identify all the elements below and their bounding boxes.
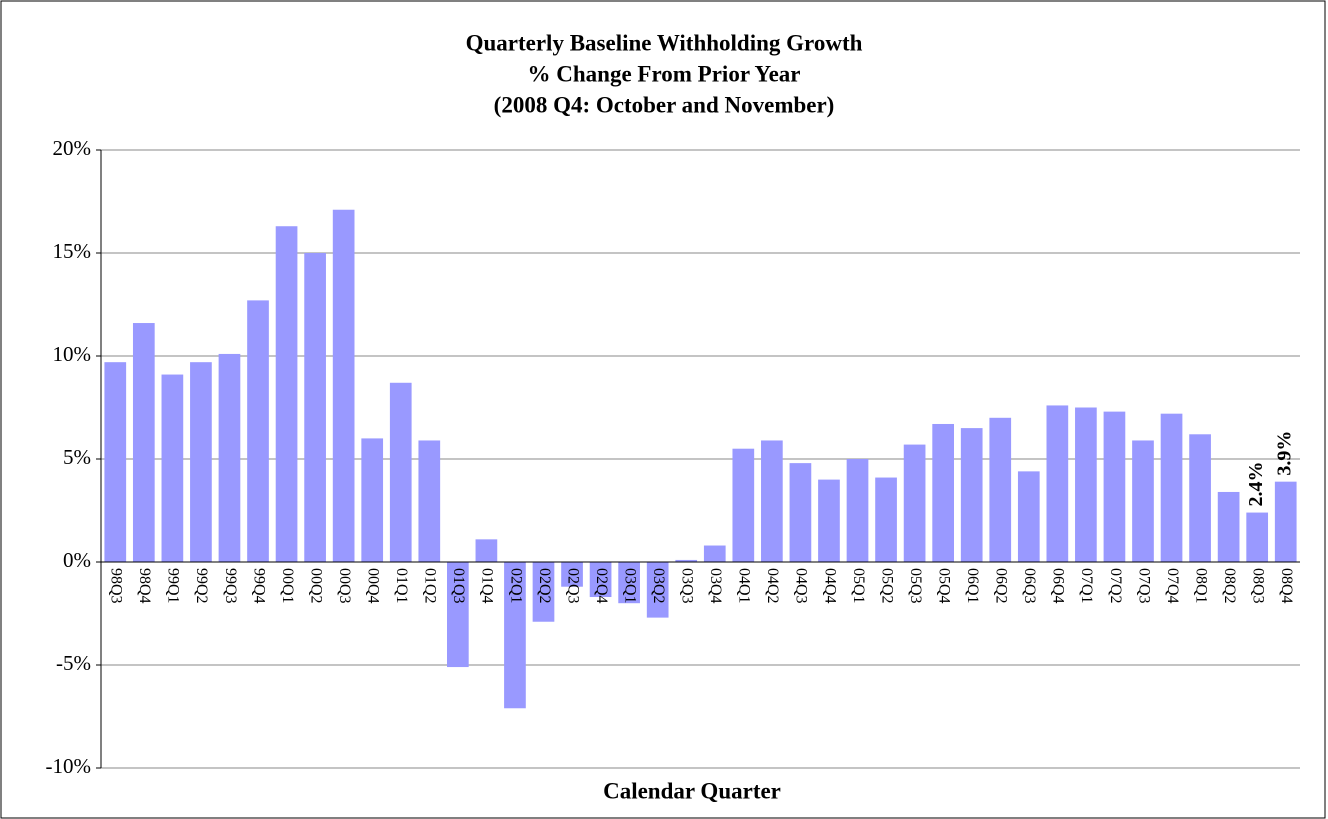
x-axis-title: Calendar Quarter xyxy=(603,778,781,803)
bar xyxy=(247,300,269,562)
x-tick-label: 07Q1 xyxy=(1078,568,1095,604)
bar xyxy=(732,448,755,562)
x-tick-label: 03Q3 xyxy=(679,568,696,604)
x-tick-label: 02Q1 xyxy=(507,568,524,604)
bar xyxy=(104,362,127,562)
x-tick-label: 01Q1 xyxy=(393,568,410,604)
x-tick-label: 03Q4 xyxy=(707,568,724,604)
bar xyxy=(1189,434,1211,562)
bar xyxy=(646,562,669,618)
bar xyxy=(1017,471,1040,562)
bar xyxy=(389,382,412,562)
bar xyxy=(703,545,726,562)
chart-subtitle: % Change From Prior Year xyxy=(528,61,801,86)
bar xyxy=(475,539,498,562)
x-tick-label: 07Q3 xyxy=(1135,568,1152,604)
bar xyxy=(1046,405,1069,562)
y-tick-label: -10% xyxy=(46,754,92,778)
bar xyxy=(161,374,184,562)
x-tick-label: 99Q1 xyxy=(165,568,182,604)
x-tick-label: 00Q1 xyxy=(279,568,296,604)
y-tick-label: 5% xyxy=(63,445,91,469)
bar xyxy=(275,226,298,562)
bar xyxy=(532,562,555,622)
x-tick-label: 06Q2 xyxy=(993,568,1010,604)
y-tick-label: 10% xyxy=(53,342,92,366)
bar xyxy=(875,477,897,562)
bar xyxy=(1103,411,1126,562)
y-tick-label: -5% xyxy=(56,651,91,675)
bar xyxy=(846,459,869,562)
x-tick-label: 08Q4 xyxy=(1278,568,1295,604)
bar xyxy=(1246,512,1269,562)
bar xyxy=(989,417,1012,562)
bar xyxy=(618,562,640,604)
x-tick-label: 05Q3 xyxy=(907,568,924,604)
x-tick-label: 06Q3 xyxy=(1021,568,1038,604)
x-tick-label: 01Q4 xyxy=(479,568,496,604)
bar xyxy=(818,479,840,562)
bar xyxy=(675,559,698,562)
x-tick-label: 08Q1 xyxy=(1192,568,1209,604)
bar xyxy=(1274,481,1297,562)
x-tick-label: 08Q2 xyxy=(1221,568,1238,604)
x-tick-label: 98Q4 xyxy=(136,568,153,604)
y-tick-label: 20% xyxy=(53,136,92,160)
bar xyxy=(218,353,241,562)
bar xyxy=(1075,407,1097,562)
x-tick-label: 06Q1 xyxy=(964,568,981,604)
bar xyxy=(761,440,783,562)
x-tick-label: 02Q4 xyxy=(593,568,610,604)
bar xyxy=(1132,440,1154,562)
bar xyxy=(332,209,355,563)
x-tick-label: 00Q4 xyxy=(365,568,382,604)
x-tick-label: 04Q4 xyxy=(821,568,838,604)
x-tick-label: 05Q4 xyxy=(935,568,952,604)
x-tick-label: 99Q3 xyxy=(222,568,239,604)
bar xyxy=(589,562,612,598)
x-tick-label: 02Q3 xyxy=(564,568,581,604)
x-tick-label: 04Q3 xyxy=(793,568,810,604)
bar xyxy=(446,562,469,668)
x-tick-label: 08Q3 xyxy=(1250,568,1267,604)
bar xyxy=(960,428,983,562)
x-tick-label: 07Q2 xyxy=(1107,568,1124,604)
bar xyxy=(190,362,212,562)
x-tick-label: 03Q2 xyxy=(650,568,667,604)
x-tick-label: 00Q2 xyxy=(307,568,324,604)
bar xyxy=(1160,413,1183,562)
chart-title: Quarterly Baseline Withholding Growth xyxy=(466,30,863,55)
bar xyxy=(418,440,441,562)
x-tick-label: 02Q2 xyxy=(536,568,553,604)
x-tick-label: 01Q3 xyxy=(450,568,467,604)
bar xyxy=(1217,491,1240,562)
x-tick-label: 99Q4 xyxy=(250,568,267,604)
x-tick-label: 06Q4 xyxy=(1050,568,1067,604)
data-label: 2.4% xyxy=(1245,462,1267,507)
bar xyxy=(561,562,583,587)
x-tick-label: 99Q2 xyxy=(193,568,210,604)
bar xyxy=(132,323,155,562)
y-tick-label: 15% xyxy=(53,239,92,263)
x-tick-label: 04Q2 xyxy=(764,568,781,604)
x-tick-label: 04Q1 xyxy=(736,568,753,604)
bar xyxy=(304,253,326,562)
bar xyxy=(361,438,384,562)
x-tick-label: 03Q1 xyxy=(621,568,638,604)
chart-subtitle: (2008 Q4: October and November) xyxy=(494,92,835,117)
x-tick-label: 98Q3 xyxy=(108,568,125,604)
bar xyxy=(789,463,812,562)
x-tick-label: 07Q4 xyxy=(1164,568,1181,604)
bar xyxy=(504,562,526,709)
x-tick-label: 00Q3 xyxy=(336,568,353,604)
bar xyxy=(932,423,955,562)
x-tick-label: 05Q1 xyxy=(850,568,867,604)
bar xyxy=(903,444,926,562)
x-tick-label: 05Q2 xyxy=(878,568,895,604)
y-tick-label: 0% xyxy=(63,548,91,572)
x-tick-label: 01Q2 xyxy=(422,568,439,604)
data-label: 3.9% xyxy=(1273,431,1295,476)
